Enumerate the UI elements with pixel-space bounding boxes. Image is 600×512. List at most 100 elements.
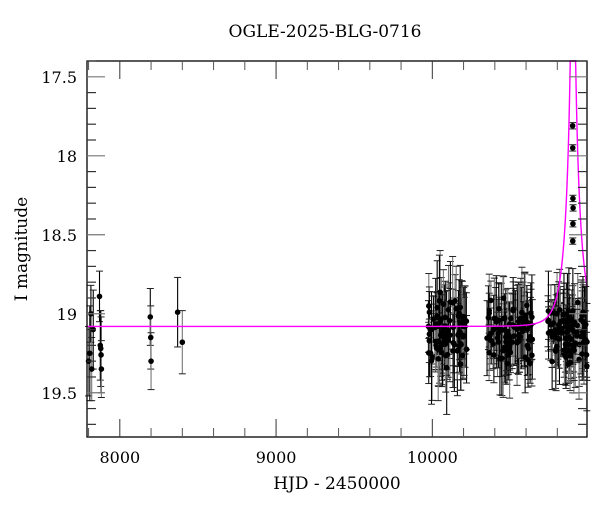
data-point <box>147 314 154 320</box>
data-point <box>445 307 452 313</box>
data-point <box>428 357 435 364</box>
data-point <box>461 333 467 340</box>
data-point <box>528 310 534 317</box>
plot-frame <box>86 60 588 438</box>
data-point <box>569 122 576 129</box>
data-point <box>457 361 464 367</box>
data-point <box>428 326 435 333</box>
data-point <box>426 303 432 309</box>
data-point <box>496 305 502 312</box>
data-point <box>436 297 443 304</box>
data-point <box>496 326 502 332</box>
data-point <box>455 332 461 338</box>
y-axis-label: I magnitude <box>12 196 32 302</box>
data-point <box>549 358 555 365</box>
data-point <box>426 309 433 316</box>
data-point <box>529 352 535 359</box>
data-point <box>563 343 569 350</box>
data-point <box>491 352 497 358</box>
data-point <box>426 331 433 337</box>
data-point <box>442 352 449 359</box>
data-point <box>508 315 514 322</box>
data-point <box>574 333 580 339</box>
data-point <box>490 326 497 333</box>
x-tick-label: 10000 <box>407 448 458 467</box>
data-point <box>555 322 562 328</box>
data-point <box>486 310 493 316</box>
data-point <box>450 348 456 354</box>
data-point <box>174 309 181 315</box>
data-point <box>569 145 576 151</box>
data-point <box>458 341 464 347</box>
model-curve <box>87 60 588 328</box>
data-point <box>552 310 558 316</box>
data-point <box>522 354 528 360</box>
data-point <box>443 364 450 371</box>
y-tick-label: 18 <box>57 147 77 166</box>
y-tick-label: 19 <box>57 305 77 324</box>
data-point <box>574 322 581 329</box>
data-point <box>439 329 445 335</box>
data-point <box>525 345 532 352</box>
data-point <box>435 346 442 353</box>
data-point <box>553 345 559 352</box>
data-point <box>434 304 440 311</box>
data-point <box>493 318 500 325</box>
data-point <box>547 322 554 328</box>
data-point <box>87 350 93 357</box>
data-point <box>563 335 569 342</box>
data-point <box>564 323 571 330</box>
data-point <box>504 328 511 335</box>
data-point <box>579 351 585 357</box>
data-point <box>179 339 186 346</box>
data-point <box>97 345 104 352</box>
data-point <box>456 310 462 317</box>
data-point <box>425 350 432 356</box>
data-point <box>446 317 453 324</box>
data-point <box>439 341 446 348</box>
x-tick-label: 9000 <box>256 448 297 467</box>
data-point <box>463 346 470 353</box>
data-point <box>527 360 533 367</box>
data-point <box>511 333 517 339</box>
data-point <box>500 295 507 301</box>
data-point <box>486 333 493 339</box>
data-point <box>453 305 460 312</box>
data-point <box>444 332 450 339</box>
data-point <box>515 337 522 344</box>
data-point <box>526 337 532 343</box>
data-point <box>563 329 570 336</box>
data-point <box>522 312 528 318</box>
y-tick-label: 17.5 <box>41 68 77 87</box>
data-point <box>570 220 576 227</box>
data-point <box>459 352 466 359</box>
data-point <box>98 352 104 358</box>
y-tick-label: 18.5 <box>41 226 77 245</box>
data-point <box>96 293 103 300</box>
data-point <box>500 315 506 322</box>
data-point <box>567 359 573 366</box>
data-point <box>574 299 581 306</box>
data-point <box>449 300 456 306</box>
data-point <box>524 302 530 309</box>
data-point <box>485 314 492 321</box>
data-point <box>545 308 552 314</box>
data-point <box>440 301 447 307</box>
data-point <box>552 327 559 333</box>
data-point <box>450 324 456 331</box>
data-point <box>459 319 465 326</box>
data-point <box>568 326 575 333</box>
data-point <box>504 360 510 367</box>
data-point <box>568 348 574 355</box>
x-axis-label: HJD - 2450000 <box>273 474 401 494</box>
chart-title: OGLE-2025-BLG-0716 <box>228 22 422 42</box>
data-point <box>567 353 574 359</box>
data-point <box>505 352 511 358</box>
data-point <box>437 319 443 326</box>
data-point <box>567 336 574 343</box>
data-point <box>426 338 433 344</box>
data-point <box>454 347 461 354</box>
data-point <box>503 345 510 351</box>
